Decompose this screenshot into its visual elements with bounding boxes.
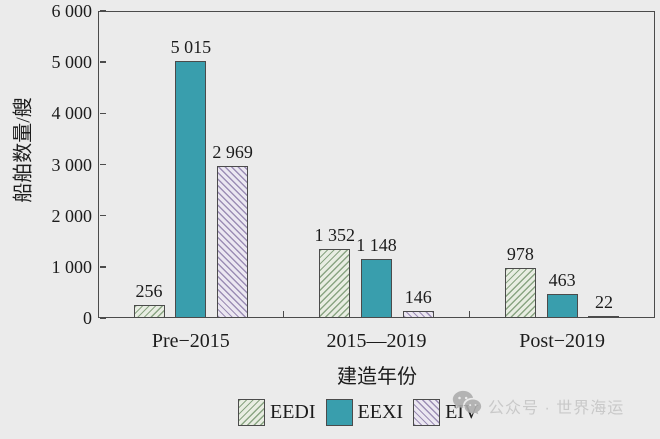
y-tick-mark bbox=[99, 317, 106, 319]
bar-eexi-2015-2019 bbox=[361, 259, 392, 318]
bar-eiv-post-2019 bbox=[588, 316, 620, 318]
value-label-eexi-2015-2019: 1 148 bbox=[356, 235, 397, 256]
x-tick-mark bbox=[282, 310, 285, 317]
y-tick-label: 1 000 bbox=[51, 256, 93, 277]
bar-eedi-pre-2015 bbox=[133, 304, 165, 318]
bar-eexi-post-2019 bbox=[546, 294, 578, 318]
value-label-eiv-pre-2015: 2 969 bbox=[212, 142, 253, 163]
x-axis-title: 建造年份 bbox=[337, 366, 417, 388]
eedi-swatch-icon bbox=[238, 398, 265, 426]
legend-item-eexi: EEXI bbox=[325, 398, 404, 426]
value-label-eexi-post-2019: 463 bbox=[548, 270, 576, 291]
bar-eiv-2015-2019 bbox=[402, 310, 434, 318]
x-tick-label-post-2019: Post−2019 bbox=[519, 330, 606, 352]
y-tick-mark bbox=[99, 163, 106, 166]
y-tick-label: 5 000 bbox=[51, 52, 93, 73]
bar-eedi-post-2019 bbox=[504, 267, 536, 318]
y-tick-label: 6 000 bbox=[51, 1, 93, 21]
x-tick-label-pre-2015: Pre−2015 bbox=[151, 330, 230, 352]
legend-item-eedi: EEDI bbox=[238, 398, 316, 426]
y-axis-title: 船舶数量/艘 bbox=[12, 97, 35, 203]
y-tick-label: 4 000 bbox=[51, 103, 93, 124]
value-label-eedi-2015-2019: 1 352 bbox=[314, 224, 355, 245]
y-tick-label: 3 000 bbox=[51, 154, 93, 175]
bar-eexi-pre-2015 bbox=[175, 61, 207, 318]
value-label-eiv-2015-2019: 146 bbox=[404, 286, 432, 307]
wechat-icon bbox=[452, 390, 482, 421]
x-tick-label-2015-2019: 2015—2019 bbox=[326, 330, 427, 352]
legend: EEDI EEXI EIV bbox=[238, 398, 488, 426]
watermark-text: 公众号 · 世界海运 bbox=[488, 399, 625, 417]
legend-label-eedi: EEDI bbox=[270, 401, 316, 423]
value-label-eexi-pre-2015: 5 015 bbox=[170, 37, 212, 58]
y-tick-mark bbox=[99, 10, 106, 12]
y-tick-mark bbox=[99, 61, 106, 63]
bar-eedi-2015-2019 bbox=[319, 248, 351, 318]
eiv-swatch-icon bbox=[413, 398, 441, 426]
y-tick-mark bbox=[99, 214, 106, 217]
value-label-eiv-post-2019: 22 bbox=[594, 292, 613, 312]
x-tick-mark bbox=[468, 310, 471, 317]
value-label-eedi-pre-2015: 256 bbox=[135, 280, 163, 301]
value-label-eedi-post-2019: 978 bbox=[506, 243, 534, 264]
y-tick-mark bbox=[99, 112, 106, 115]
legend-label-eexi: EEXI bbox=[357, 401, 404, 423]
bar-eiv-pre-2015 bbox=[217, 166, 249, 318]
y-tick-mark bbox=[99, 266, 106, 268]
eexi-swatch-icon bbox=[325, 398, 353, 426]
watermark: 公众号 · 世界海运 bbox=[452, 390, 624, 421]
y-tick-label: 2 000 bbox=[51, 205, 93, 226]
y-tick-label: 0 bbox=[83, 308, 92, 328]
